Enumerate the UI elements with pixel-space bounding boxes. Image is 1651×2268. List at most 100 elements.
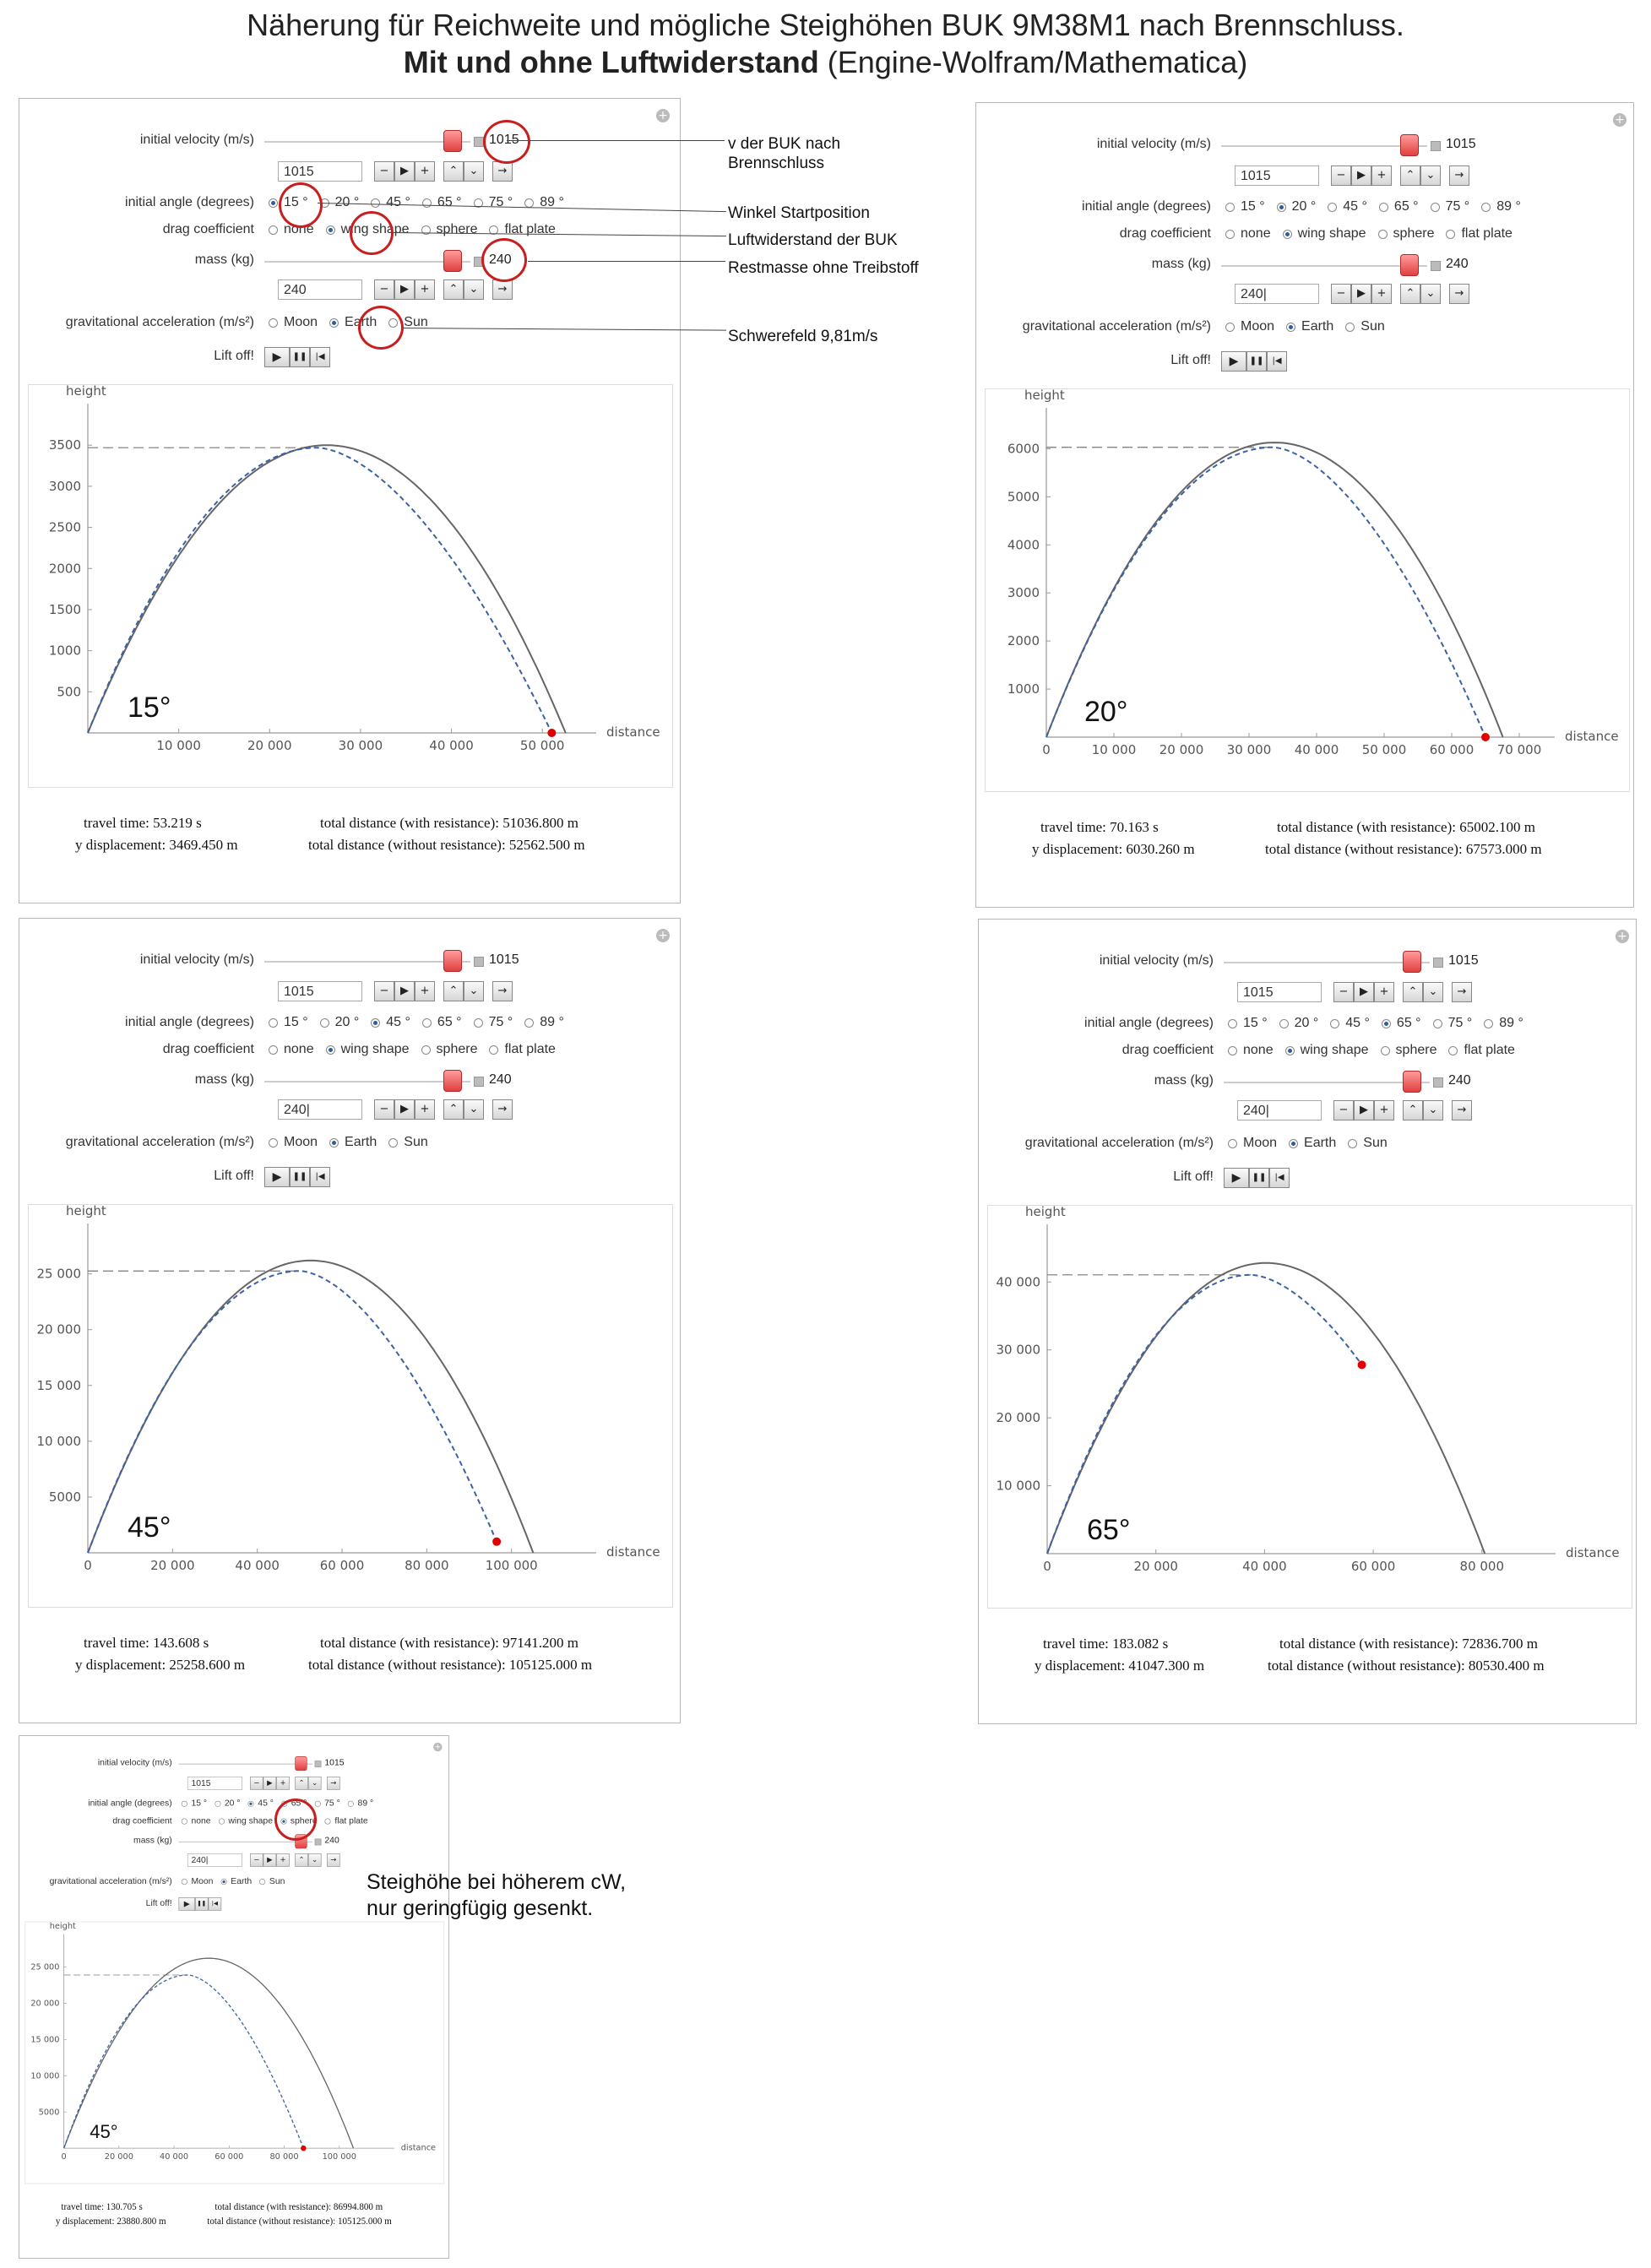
velocity-slower-icon[interactable]: ⌄ [1420, 165, 1441, 186]
angle-option[interactable]: 75 ° [473, 1015, 513, 1030]
radio-button-icon[interactable] [1276, 202, 1286, 212]
radio-button-icon[interactable] [1289, 1138, 1299, 1148]
mass-direction-icon[interactable]: → [327, 1853, 340, 1867]
add-icon[interactable]: + [656, 929, 670, 942]
velocity-slower-icon[interactable]: ⌄ [464, 981, 484, 1001]
velocity-direction-icon[interactable]: → [1449, 165, 1469, 186]
velocity-play-icon[interactable]: ▶ [394, 981, 415, 1001]
radio-button-icon[interactable] [1282, 229, 1292, 239]
radio-button-icon[interactable] [1286, 322, 1296, 332]
pause-icon[interactable]: ❚❚ [195, 1897, 209, 1911]
mass-slider[interactable] [1221, 265, 1427, 267]
gravity-option[interactable]: Moon [269, 315, 318, 330]
mass-direction-icon[interactable]: → [492, 1099, 513, 1120]
radio-button-icon[interactable] [1228, 1045, 1237, 1055]
velocity-plus-icon[interactable]: + [1374, 982, 1394, 1002]
pause-icon[interactable]: ❚❚ [290, 347, 310, 367]
gravity-option[interactable]: Moon [269, 1135, 318, 1150]
mass-input[interactable]: 240| [187, 1853, 242, 1867]
reset-icon[interactable]: |◀ [208, 1897, 222, 1911]
radio-button-icon[interactable] [329, 1137, 339, 1148]
velocity-play-icon[interactable]: ▶ [263, 1777, 277, 1790]
reset-icon[interactable]: |◀ [1269, 1168, 1290, 1188]
radio-button-icon[interactable] [1446, 229, 1456, 239]
velocity-slider-thumb[interactable] [1400, 134, 1419, 156]
velocity-slower-icon[interactable]: ⌄ [464, 161, 484, 182]
mass-plus-icon[interactable]: + [415, 1099, 435, 1120]
angle-option[interactable]: 65 ° [1378, 199, 1419, 214]
add-icon[interactable]: + [1613, 113, 1627, 127]
add-icon[interactable]: + [1616, 930, 1629, 943]
velocity-faster-icon[interactable]: ⌃ [1403, 982, 1423, 1002]
mass-slider[interactable] [264, 1081, 470, 1082]
angle-option[interactable]: 20 ° [1279, 1016, 1318, 1031]
radio-button-icon[interactable] [473, 1017, 483, 1028]
velocity-slider[interactable] [178, 1763, 313, 1765]
velocity-faster-icon[interactable]: ⌃ [295, 1777, 308, 1790]
mass-slower-icon[interactable]: ⌄ [1423, 1100, 1443, 1120]
drag-option[interactable]: flat plate [489, 1042, 556, 1057]
angle-option[interactable]: 15 ° [1225, 199, 1265, 214]
mass-expand-icon[interactable] [474, 1077, 484, 1087]
angle-option[interactable]: 20 ° [215, 1799, 240, 1809]
angle-option[interactable]: 15 ° [1228, 1016, 1268, 1031]
radio-button-icon[interactable] [325, 225, 335, 235]
radio-button-icon[interactable] [388, 1137, 399, 1148]
mass-minus-icon[interactable]: − [1333, 1100, 1354, 1120]
radio-button-icon[interactable] [1225, 202, 1235, 212]
drag-option[interactable]: none [269, 1042, 314, 1057]
angle-option[interactable]: 15 ° [269, 1015, 308, 1030]
mass-slower-icon[interactable]: ⌄ [464, 1099, 484, 1120]
mass-slider-thumb[interactable] [1403, 1071, 1421, 1093]
radio-button-icon[interactable] [421, 1044, 431, 1055]
velocity-slider[interactable] [264, 141, 470, 143]
velocity-slider-thumb[interactable] [295, 1756, 307, 1771]
mass-slider-thumb[interactable] [443, 1070, 462, 1092]
drag-option[interactable]: flat plate [489, 222, 556, 237]
mass-minus-icon[interactable]: − [250, 1853, 263, 1867]
gravity-option[interactable]: Sun [388, 1135, 428, 1150]
radio-button-icon[interactable] [489, 1044, 499, 1055]
velocity-input[interactable]: 1015 [278, 981, 362, 1001]
mass-plus-icon[interactable]: + [276, 1853, 290, 1867]
angle-option[interactable]: 20 ° [319, 1015, 359, 1030]
radio-button-icon[interactable] [1228, 1138, 1237, 1148]
velocity-input[interactable]: 1015 [1235, 165, 1319, 186]
velocity-slider-thumb[interactable] [443, 950, 462, 972]
mass-input[interactable]: 240| [1235, 284, 1319, 304]
radio-button-icon[interactable] [347, 1800, 354, 1807]
velocity-expand-icon[interactable] [474, 957, 484, 967]
angle-option[interactable]: 45 ° [247, 1799, 274, 1809]
drag-option[interactable]: flat plate [1446, 226, 1513, 241]
angle-option[interactable]: 45 ° [371, 1015, 410, 1030]
reset-icon[interactable]: |◀ [310, 347, 330, 367]
radio-button-icon[interactable] [181, 1878, 187, 1885]
velocity-minus-icon[interactable]: − [1331, 165, 1351, 186]
mass-play-icon[interactable]: ▶ [1351, 284, 1371, 304]
radio-button-icon[interactable] [421, 225, 431, 235]
velocity-expand-icon[interactable] [1431, 141, 1441, 151]
velocity-faster-icon[interactable]: ⌃ [443, 161, 464, 182]
radio-button-icon[interactable] [325, 1044, 335, 1055]
velocity-direction-icon[interactable]: → [327, 1777, 340, 1790]
radio-button-icon[interactable] [524, 198, 535, 208]
angle-option[interactable]: 65 ° [421, 1015, 462, 1030]
mass-input[interactable]: 240 [278, 279, 362, 300]
velocity-minus-icon[interactable]: − [1333, 982, 1354, 1002]
angle-option[interactable]: 15 ° [181, 1799, 207, 1809]
play-icon[interactable]: ▶ [1224, 1168, 1249, 1188]
mass-slider-thumb[interactable] [443, 250, 462, 272]
mass-minus-icon[interactable]: − [1331, 284, 1351, 304]
velocity-direction-icon[interactable]: → [492, 161, 513, 182]
angle-option[interactable]: 89 ° [1481, 199, 1521, 214]
drag-option[interactable]: none [1228, 1043, 1274, 1058]
pause-icon[interactable]: ❚❚ [1246, 351, 1267, 372]
mass-input[interactable]: 240| [278, 1099, 362, 1120]
radio-button-icon[interactable] [1381, 1018, 1391, 1028]
angle-option[interactable]: 75 ° [473, 195, 513, 210]
gravity-option[interactable]: Moon [1225, 319, 1274, 334]
velocity-plus-icon[interactable]: + [415, 981, 435, 1001]
mass-play-icon[interactable]: ▶ [263, 1853, 277, 1867]
radio-button-icon[interactable] [1345, 322, 1355, 332]
velocity-minus-icon[interactable]: − [374, 981, 394, 1001]
